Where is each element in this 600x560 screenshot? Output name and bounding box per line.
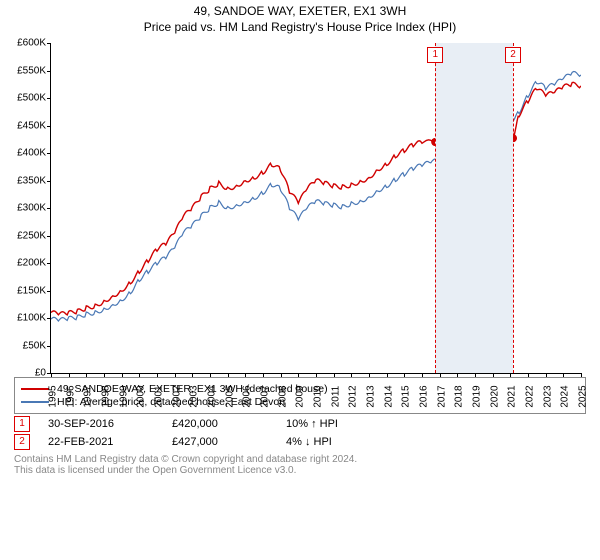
event-marker: 1 — [14, 416, 30, 432]
x-tick-label: 2002 — [171, 386, 182, 408]
legend-swatch — [21, 388, 49, 390]
x-tick-label: 2019 — [472, 386, 483, 408]
x-tick-label: 2020 — [489, 386, 500, 408]
x-tick-label: 2012 — [348, 386, 359, 408]
y-tick-label: £150K — [0, 285, 46, 296]
x-tick-label: 2005 — [224, 386, 235, 408]
x-tick-label: 2013 — [366, 386, 377, 408]
footnote: Contains HM Land Registry data © Crown c… — [14, 454, 586, 476]
event-price: £427,000 — [172, 436, 262, 448]
x-tick-label: 1999 — [118, 386, 129, 408]
y-tick-label: £50K — [0, 340, 46, 351]
y-tick-label: £450K — [0, 120, 46, 131]
event-table: 1 30-SEP-2016 £420,000 10% ↑ HPI 2 22-FE… — [14, 416, 586, 450]
x-tick-label: 2003 — [189, 386, 200, 408]
footnote-line: Contains HM Land Registry data © Crown c… — [14, 454, 586, 465]
y-tick-label: £400K — [0, 148, 46, 159]
x-tick-label: 2011 — [330, 386, 341, 408]
y-tick-label: £0 — [0, 368, 46, 379]
y-tick-label: £500K — [0, 93, 46, 104]
event-date: 30-SEP-2016 — [48, 418, 148, 430]
event-marker: 2 — [14, 434, 30, 450]
x-tick-label: 2004 — [207, 386, 218, 408]
x-tick-label: 2006 — [242, 386, 253, 408]
x-tick-label: 2021 — [507, 386, 518, 408]
sale-marker: 2 — [505, 47, 521, 63]
chart-container: 49, SANDOE WAY, EXETER, EX1 3WH Price pa… — [0, 0, 600, 560]
x-tick-label: 2018 — [454, 386, 465, 408]
x-tick-label: 2009 — [295, 386, 306, 408]
sale-vline — [435, 43, 436, 373]
sale-vline — [513, 43, 514, 373]
event-date: 22-FEB-2021 — [48, 436, 148, 448]
x-tick-label: 2007 — [260, 386, 271, 408]
x-tick-label: 2014 — [383, 386, 394, 408]
event-delta: 4% ↓ HPI — [286, 436, 332, 448]
legend-swatch — [21, 401, 49, 403]
x-tick-label: 2000 — [136, 386, 147, 408]
x-tick-label: 1996 — [65, 386, 76, 408]
y-tick-label: £600K — [0, 38, 46, 49]
sale-marker: 1 — [427, 47, 443, 63]
event-delta: 10% ↑ HPI — [286, 418, 338, 430]
x-tick-label: 2001 — [154, 386, 165, 408]
y-tick-label: £100K — [0, 313, 46, 324]
footnote-line: This data is licensed under the Open Gov… — [14, 465, 586, 476]
y-tick-label: £250K — [0, 230, 46, 241]
x-tick-label: 1998 — [101, 386, 112, 408]
x-tick-label: 1995 — [48, 386, 59, 408]
x-tick-label: 2017 — [436, 386, 447, 408]
x-tick-label: 2024 — [560, 386, 571, 408]
plot-box: 12 — [50, 43, 581, 374]
title-line-2: Price paid vs. HM Land Registry's House … — [0, 20, 600, 36]
x-tick-label: 1997 — [83, 386, 94, 408]
x-tick-label: 2016 — [419, 386, 430, 408]
y-tick-label: £300K — [0, 203, 46, 214]
event-price: £420,000 — [172, 418, 262, 430]
x-tick-label: 2008 — [277, 386, 288, 408]
x-tick-label: 2022 — [525, 386, 536, 408]
y-tick-label: £200K — [0, 258, 46, 269]
chart-area: 12 £0£50K£100K£150K£200K£250K£300K£350K£… — [50, 43, 580, 373]
owned-period-shade — [435, 43, 513, 373]
event-row: 2 22-FEB-2021 £427,000 4% ↓ HPI — [14, 434, 586, 450]
x-tick-label: 2023 — [542, 386, 553, 408]
y-tick-label: £550K — [0, 65, 46, 76]
x-tick-label: 2015 — [401, 386, 412, 408]
title-block: 49, SANDOE WAY, EXETER, EX1 3WH Price pa… — [0, 0, 600, 35]
x-tick-label: 2010 — [313, 386, 324, 408]
y-tick-label: £350K — [0, 175, 46, 186]
x-tick-label: 2025 — [578, 386, 589, 408]
event-row: 1 30-SEP-2016 £420,000 10% ↑ HPI — [14, 416, 586, 432]
title-line-1: 49, SANDOE WAY, EXETER, EX1 3WH — [0, 4, 600, 20]
